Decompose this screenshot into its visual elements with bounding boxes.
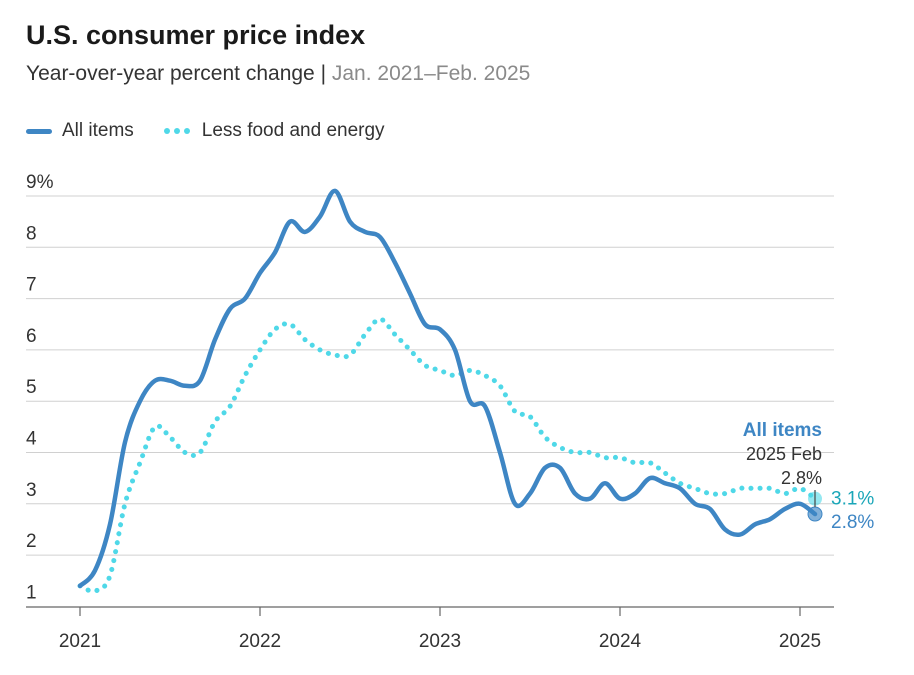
series-line-all-items — [77, 188, 818, 589]
legend-label-all-items: All items — [62, 120, 134, 141]
y-tick-label: 5 — [26, 377, 37, 398]
y-tick-label: 6 — [26, 326, 37, 347]
grid-lines — [26, 195, 834, 556]
y-tick-label: 1 — [26, 582, 37, 603]
annotation-date: 2025 Feb — [746, 444, 822, 464]
legend-label-core: Less food and energy — [201, 120, 385, 141]
chart-legend: All items Less food and energy — [26, 120, 415, 142]
y-tick-label: 7 — [26, 275, 37, 296]
x-tick-label: 2023 — [419, 631, 461, 652]
x-tick-label: 2022 — [239, 631, 281, 652]
annotation-value: 2.8% — [781, 468, 822, 488]
subtitle-date-range: Jan. 2021–Feb. 2025 — [331, 62, 531, 85]
y-tick-label: 8 — [26, 223, 37, 244]
y-tick-label: 4 — [26, 429, 37, 450]
x-tick-label: 2021 — [59, 631, 101, 652]
legend-swatch-dotted-line — [163, 128, 190, 134]
series-lines — [77, 188, 818, 594]
y-tick-label: 2 — [26, 531, 37, 552]
y-tick-label: 9% — [26, 172, 54, 193]
chart-subtitle: Year-over-year percent change | Jan. 202… — [26, 62, 530, 86]
x-tick-label: 2025 — [779, 631, 821, 652]
x-axis: 2021 2022 2023 2024 2025 — [26, 606, 834, 652]
x-tick-label: 2024 — [599, 631, 642, 652]
y-tick-label: 3 — [26, 480, 37, 501]
y-axis-ticks: 9% 8 7 6 5 4 3 2 1 — [26, 172, 54, 603]
legend-item-core: Less food and energy — [163, 120, 385, 142]
series-line-core — [77, 316, 818, 594]
legend-item-all-items: All items — [26, 120, 134, 142]
annotation-title: All items — [743, 420, 822, 441]
end-marker-all-items — [807, 506, 823, 522]
legend-swatch-solid-line — [26, 128, 52, 134]
subtitle-main: Year-over-year percent change — [26, 62, 315, 85]
end-label-all-items: 2.8% — [831, 512, 874, 533]
chart-title: U.S. consumer price index — [26, 20, 366, 50]
end-label-core: 3.1% — [831, 489, 874, 510]
subtitle-separator: | — [314, 62, 332, 85]
